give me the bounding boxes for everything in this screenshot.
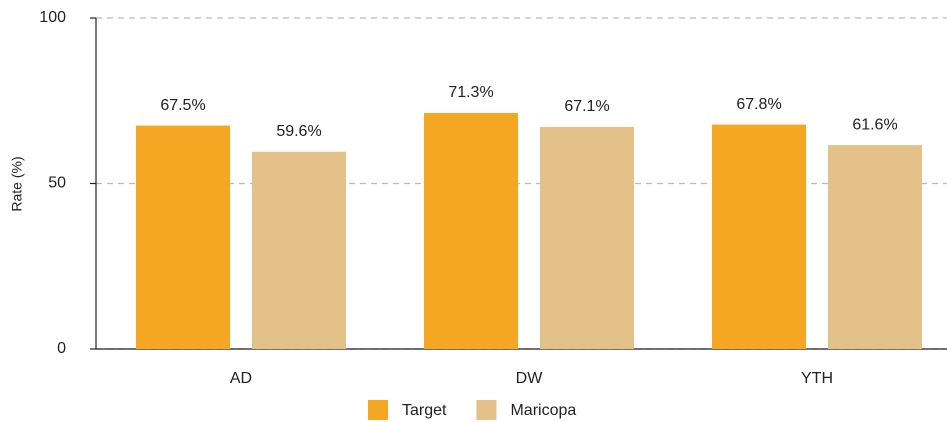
- legend-label: Maricopa: [510, 402, 576, 419]
- legend-label: Target: [402, 402, 447, 419]
- value-label: 59.6%: [276, 123, 321, 140]
- legend-swatch: [476, 400, 497, 420]
- bar: [252, 151, 346, 349]
- x-tick-label: YTH: [801, 370, 833, 387]
- value-label: 67.8%: [736, 96, 781, 113]
- bar: [424, 112, 518, 349]
- x-tick-label: DW: [516, 370, 544, 387]
- bar: [136, 125, 230, 349]
- value-label: 61.6%: [852, 116, 897, 133]
- value-label: 67.5%: [160, 97, 205, 114]
- y-tick-label: 50: [48, 175, 66, 192]
- y-tick-label: 0: [57, 340, 66, 357]
- bar: [828, 145, 922, 349]
- bar: [540, 126, 634, 349]
- y-axis-label: Rate (%): [9, 156, 25, 211]
- bar: [712, 124, 806, 349]
- value-label: 67.1%: [564, 98, 609, 115]
- y-tick-label: 100: [39, 9, 66, 26]
- value-label: 71.3%: [448, 84, 493, 101]
- legend-swatch: [368, 400, 388, 420]
- x-tick-label: AD: [230, 370, 252, 387]
